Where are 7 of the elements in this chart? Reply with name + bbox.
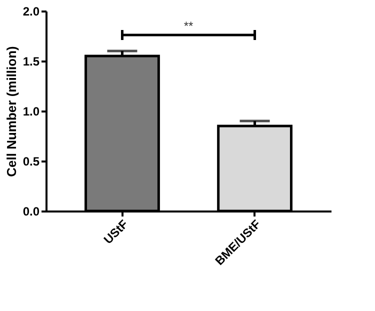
annotation: ** <box>184 19 194 33</box>
y-tick-label: 1.0 <box>22 104 40 118</box>
y-tick-label: 0.0 <box>22 204 40 218</box>
y-axis-title: Cell Number (million) <box>4 46 19 177</box>
y-tick-label: 2.0 <box>22 4 40 18</box>
y-tick-label: 1.5 <box>22 54 40 68</box>
y-tick-label: 0.5 <box>22 154 40 168</box>
